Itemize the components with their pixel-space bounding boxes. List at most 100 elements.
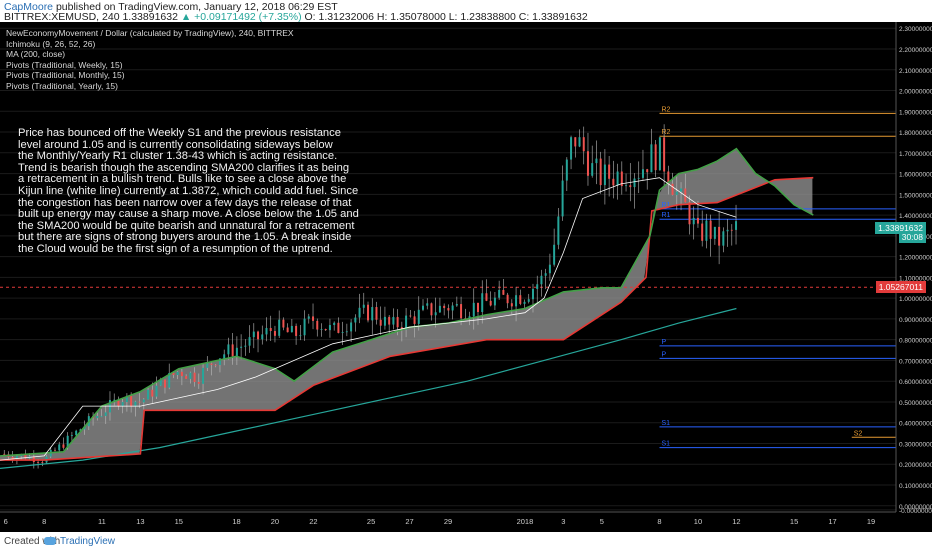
candle-body: [176, 371, 179, 375]
candle-body: [197, 381, 200, 384]
candle-body: [625, 185, 628, 187]
candle-body: [671, 183, 674, 195]
analysis-note: Price has bounced off the Weekly S1 and …: [18, 127, 359, 255]
price-chart[interactable]: R2 R2 R1 R1 PP S1 S2 S1 2.30000000 2.20000000 2.10…: [0, 22, 932, 532]
candle-body: [493, 297, 496, 306]
candle-body: [155, 385, 158, 397]
y-tick-label: 1.80000000: [899, 130, 932, 137]
author-link[interactable]: CapMoore: [4, 1, 54, 13]
candle-body: [240, 346, 243, 348]
ticker-info: BITTREX:XEMUSD, 240 1.33891632: [4, 11, 178, 23]
candle-body: [367, 304, 370, 321]
legend-ichimoku[interactable]: Ichimoku (9, 26, 52, 26): [6, 38, 96, 49]
candle-body: [658, 137, 661, 171]
candle-body: [510, 303, 513, 307]
legend-pivots-monthly[interactable]: Pivots (Traditional, Monthly, 15): [6, 70, 125, 81]
created-with-label: Created with: [4, 536, 61, 547]
candle-body: [79, 429, 82, 431]
x-tick-label: 5: [600, 517, 604, 526]
candle-body: [185, 376, 188, 379]
candle-body: [544, 273, 547, 276]
candle-body: [214, 364, 217, 366]
candle-body: [735, 221, 738, 230]
candle-body: [548, 264, 551, 274]
y-tick-label: 0.30000000: [899, 441, 932, 448]
candle-body: [722, 231, 725, 246]
candle-body: [392, 316, 395, 325]
y-tick-label: 0.00000000: [899, 504, 932, 511]
candle-body: [455, 304, 458, 306]
price-axis[interactable]: [896, 22, 932, 532]
candle-body: [472, 302, 475, 317]
candle-body: [405, 315, 408, 330]
x-tick-label: 29: [444, 517, 452, 526]
candle-body: [244, 345, 247, 347]
candle-body: [654, 144, 657, 171]
candle-body: [227, 344, 230, 355]
chart-area[interactable]: R2 R2 R1 R1 P P S1 S2 S1 2.30000000 2.20000000 2.10…: [0, 22, 932, 532]
candle-body: [41, 462, 44, 464]
y-tick-label: 0.80000000: [899, 338, 932, 345]
pivot-label: R1: [662, 202, 671, 209]
candle-body: [531, 288, 534, 300]
candle-body: [189, 372, 192, 379]
candle-body: [299, 335, 302, 337]
candle-body: [104, 412, 107, 416]
price-tag: 1.33891632: [875, 221, 926, 234]
candle-body: [252, 331, 255, 338]
candle-body: [113, 399, 116, 401]
candle-body: [565, 159, 568, 181]
candle-body: [523, 301, 526, 304]
y-tick-label: 0.90000000: [899, 317, 932, 324]
candle-body: [527, 299, 530, 302]
candle-body: [75, 430, 78, 436]
candle-body: [159, 379, 162, 386]
candle-body: [680, 188, 683, 192]
candle-body: [303, 318, 306, 336]
y-tick-label: 0.50000000: [899, 400, 932, 407]
candle-body: [290, 325, 293, 333]
candle-body: [163, 379, 166, 388]
candle-body: [701, 223, 704, 241]
kijun-line: [0, 177, 737, 461]
candle-body: [337, 322, 340, 333]
x-tick-label: 22: [309, 517, 317, 526]
candle-body: [599, 158, 602, 186]
candle-body: [307, 316, 310, 319]
candle-body: [641, 169, 644, 178]
candle-body: [248, 337, 251, 346]
candle-body: [730, 229, 733, 231]
candle-body: [362, 304, 365, 308]
candle-body: [37, 461, 40, 463]
candle-body: [282, 319, 285, 328]
candle-body: [447, 308, 450, 311]
price-change: ▲ +0.09171492 (+7.35%): [180, 11, 302, 23]
legend-pivots-yearly[interactable]: Pivots (Traditional, Yearly, 15): [6, 80, 118, 91]
pivot-label: R2: [662, 129, 671, 136]
candle-body: [295, 325, 298, 336]
candle-body: [709, 220, 712, 239]
y-tick-label: 2.20000000: [899, 47, 932, 54]
y-tick-label: 1.70000000: [899, 151, 932, 158]
legend-ma[interactable]: MA (200, close): [6, 49, 66, 60]
candle-body: [134, 401, 137, 407]
y-tick-label: 1.00000000: [899, 296, 932, 303]
y-tick-label: 1.20000000: [899, 255, 932, 262]
candle-body: [223, 354, 226, 359]
tradingview-link[interactable]: TradingView: [60, 536, 116, 547]
y-tick-label: 2.00000000: [899, 89, 932, 96]
candle-body: [667, 171, 670, 184]
candle-body: [206, 363, 209, 368]
candle-body: [430, 303, 433, 316]
candle-body: [400, 327, 403, 330]
publish-line: CapMoore published on TradingView.com, J…: [4, 1, 338, 13]
y-tick-label: 0.40000000: [899, 421, 932, 428]
legend-pivots-weekly[interactable]: Pivots (Traditional, Weekly, 15): [6, 59, 123, 70]
candle-body: [62, 444, 65, 448]
candle-body: [481, 293, 484, 313]
tradingview-logo-icon: [44, 537, 56, 545]
y-tick-label: 1.90000000: [899, 109, 932, 116]
candle-body: [130, 395, 133, 407]
candle-body: [53, 449, 56, 451]
candle-body: [193, 372, 196, 382]
